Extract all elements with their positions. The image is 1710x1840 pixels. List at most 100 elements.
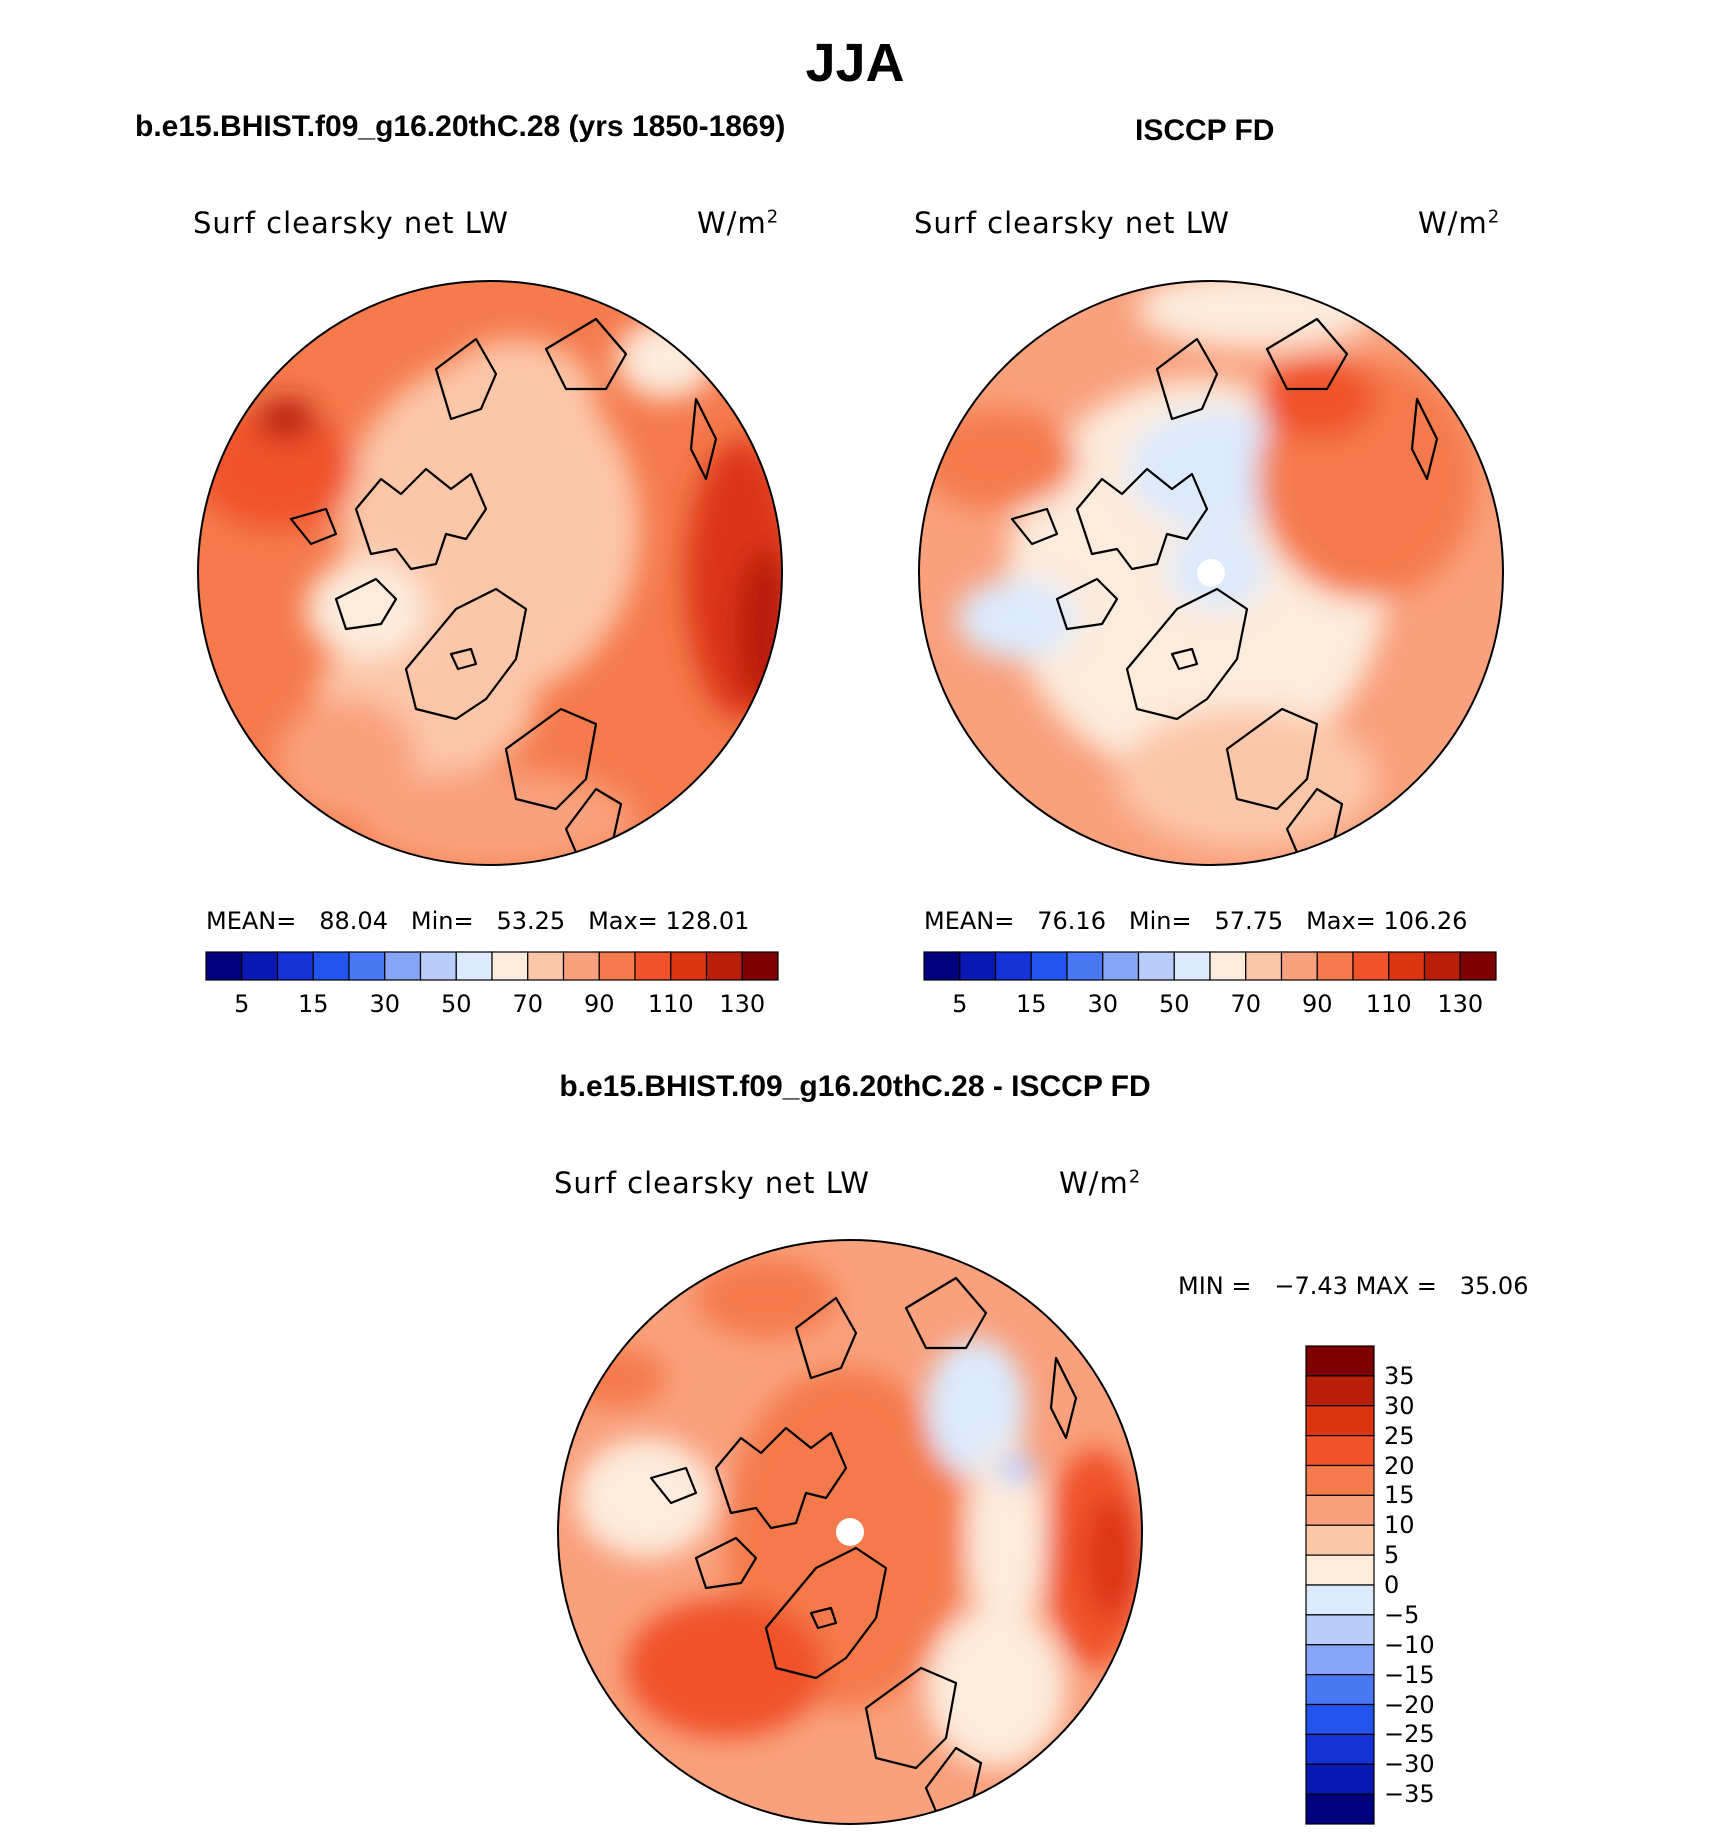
left-colorbar-box: [634, 951, 672, 981]
left-colorbar-ticks: 5 15 30 50 70 90 110 130: [206, 990, 778, 1020]
diff-colorbar-box: [1305, 1584, 1375, 1616]
right-stats: MEAN= 76.16 Min= 57.75 Max= 106.26: [924, 907, 1468, 935]
right-colorbar-box: [1316, 951, 1354, 981]
right-colorbar-tick-label: 50: [1158, 990, 1190, 1018]
diff-stats: MIN = −7.43 MAX = 35.06: [1178, 1272, 1529, 1300]
right-colorbar-box: [1388, 951, 1426, 981]
left-colorbar-box: [670, 951, 708, 981]
right-colorbar-tick-label: 130: [1437, 990, 1484, 1018]
right-colorbar-tick-label: 5: [952, 990, 968, 1018]
left-colorbar-tick-label: 70: [512, 990, 544, 1018]
left-colorbar-tick-label: 30: [369, 990, 401, 1018]
diff-panel-title: b.e15.BHIST.f09_g16.20thC.28 - ISCCP FD: [559, 1070, 1151, 1103]
diff-colorbar-tick-label: 0: [1384, 1571, 1400, 1599]
diff-units-label: W/m2: [1059, 1166, 1142, 1200]
left-colorbar-tick-label: 15: [297, 990, 329, 1018]
diff-colorbar-tick-label: 35: [1384, 1361, 1415, 1390]
diff-colorbar-box: [1305, 1733, 1375, 1765]
diff-colorbar-tick-label: 20: [1384, 1451, 1415, 1480]
right-colorbar: [923, 951, 1497, 981]
left-colorbar-box: [562, 951, 600, 981]
diff-colorbar-box: [1305, 1614, 1375, 1646]
right-colorbar-box: [1030, 951, 1068, 981]
diff-variable-label: Surf clearsky net LW: [554, 1166, 870, 1200]
left-colorbar-box: [527, 951, 565, 981]
diff-colorbar-tick-label: −30: [1384, 1750, 1435, 1779]
diff-colorbar-tick-label: −20: [1384, 1690, 1435, 1719]
diff-colorbar-box: [1305, 1793, 1375, 1825]
right-colorbar-box: [923, 951, 961, 981]
right-colorbar-box: [1137, 951, 1175, 981]
right-panel-title: ISCCP FD: [1135, 114, 1275, 147]
diff-colorbar-tick-label: 30: [1384, 1391, 1415, 1420]
right-units-label: W/m2: [1418, 206, 1501, 240]
right-colorbar-ticks: 5 15 30 50 70 90 110 130: [924, 990, 1496, 1020]
right-colorbar-box: [1459, 951, 1497, 981]
right-colorbar-tick-label: 90: [1301, 990, 1333, 1018]
left-colorbar-box: [598, 951, 636, 981]
right-colorbar-box: [1066, 951, 1104, 981]
diff-colorbar-tick-label: −15: [1384, 1660, 1435, 1689]
right-colorbar-tick-label: 15: [1015, 990, 1047, 1018]
right-colorbar-box: [1173, 951, 1211, 981]
left-colorbar-tick-label: 110: [647, 990, 694, 1018]
diff-colorbar-box: [1305, 1435, 1375, 1467]
diff-polar-map: [557, 1239, 1143, 1825]
diff-colorbar-tick-label: −25: [1384, 1720, 1435, 1749]
left-colorbar-tick-label: 50: [440, 990, 472, 1018]
diff-colorbar: [1305, 1345, 1375, 1825]
diff-colorbar-tick-label: −10: [1384, 1630, 1435, 1659]
right-colorbar-tick-label: 110: [1365, 990, 1412, 1018]
diff-colorbar-box: [1305, 1763, 1375, 1795]
diff-colorbar-box: [1305, 1703, 1375, 1735]
diff-colorbar-tick-label: −5: [1384, 1600, 1420, 1629]
diff-colorbar-box: [1305, 1405, 1375, 1437]
right-colorbar-box: [1352, 951, 1390, 981]
diff-colorbar-box: [1305, 1494, 1375, 1526]
main-title: JJA: [805, 33, 905, 93]
diff-colorbar-tick-label: −35: [1384, 1780, 1435, 1809]
left-colorbar-box: [455, 951, 493, 981]
diff-colorbar-box: [1305, 1375, 1375, 1407]
left-colorbar-box: [276, 951, 314, 981]
right-polar-map: [918, 280, 1504, 866]
left-colorbar-box: [348, 951, 386, 981]
left-variable-label: Surf clearsky net LW: [193, 206, 509, 240]
left-panel-title: b.e15.BHIST.f09_g16.20thC.28 (yrs 1850-1…: [135, 110, 786, 143]
diff-colorbar-box: [1305, 1524, 1375, 1556]
right-colorbar-box: [1245, 951, 1283, 981]
right-colorbar-box: [1209, 951, 1247, 981]
diff-colorbar-tick-label: 15: [1384, 1481, 1415, 1510]
diff-colorbar-box: [1305, 1644, 1375, 1676]
left-stats: MEAN= 88.04 Min= 53.25 Max= 128.01: [206, 907, 750, 935]
left-colorbar-box: [419, 951, 457, 981]
diff-colorbar-box: [1305, 1674, 1375, 1706]
diff-colorbar-box: [1305, 1345, 1375, 1377]
right-variable-label: Surf clearsky net LW: [914, 206, 1230, 240]
left-units-label: W/m2: [697, 206, 780, 240]
left-colorbar: [205, 951, 779, 981]
left-colorbar-box: [384, 951, 422, 981]
left-colorbar-box: [705, 951, 743, 981]
diff-colorbar-box: [1305, 1464, 1375, 1496]
left-colorbar-box: [491, 951, 529, 981]
diff-colorbar-tick-label: 10: [1384, 1511, 1415, 1540]
left-colorbar-tick-label: 130: [719, 990, 766, 1018]
right-colorbar-box: [1280, 951, 1318, 981]
right-colorbar-box: [994, 951, 1032, 981]
right-colorbar-tick-label: 70: [1230, 990, 1262, 1018]
left-colorbar-box: [205, 951, 243, 981]
right-colorbar-box: [1102, 951, 1140, 981]
left-colorbar-box: [312, 951, 350, 981]
diff-colorbar-tick-label: 25: [1384, 1421, 1415, 1450]
left-colorbar-box: [241, 951, 279, 981]
right-colorbar-box: [959, 951, 997, 981]
diff-colorbar-ticks: 35 30 25 20 15 10 5 0 −5 −10 −15 −20 −25 −30 −35: [1384, 1346, 1464, 1824]
left-colorbar-box: [741, 951, 779, 981]
right-colorbar-tick-label: 30: [1087, 990, 1119, 1018]
left-colorbar-tick-label: 5: [234, 990, 250, 1018]
diff-colorbar-tick-label: 5: [1384, 1541, 1400, 1570]
diff-colorbar-box: [1305, 1554, 1375, 1586]
right-colorbar-box: [1423, 951, 1461, 981]
left-colorbar-tick-label: 90: [583, 990, 615, 1018]
